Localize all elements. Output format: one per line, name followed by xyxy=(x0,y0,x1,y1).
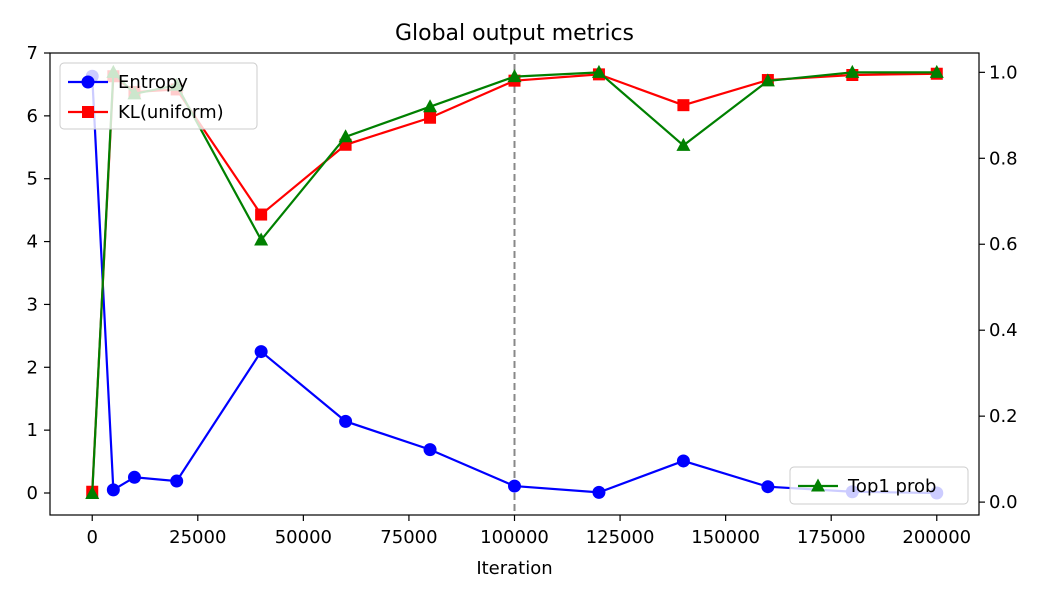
data-point xyxy=(761,480,775,494)
x-tick-label: 25000 xyxy=(169,527,226,548)
y-tick-label-left: 6 xyxy=(27,106,38,127)
x-tick-label: 100000 xyxy=(480,527,549,548)
y-tick-label-left: 0 xyxy=(27,483,38,504)
legend: Entropy KL(uniform) xyxy=(59,62,258,130)
legend-marker xyxy=(811,478,825,492)
y-tick-label-right: 0.0 xyxy=(989,492,1018,513)
data-point xyxy=(254,232,269,246)
legend-marker xyxy=(82,106,94,118)
data-point xyxy=(592,485,606,499)
legend-label: KL(uniform) xyxy=(118,102,224,123)
chart-title: Global output metrics xyxy=(395,21,634,46)
x-axis-title: Iteration xyxy=(476,558,552,579)
data-point xyxy=(677,99,690,112)
data-point xyxy=(85,486,100,500)
data-point xyxy=(929,64,944,78)
data-point xyxy=(255,208,268,221)
data-point xyxy=(760,73,775,87)
data-point xyxy=(508,479,521,493)
legend-label: Top1 prob xyxy=(847,476,936,497)
legend-box xyxy=(789,466,969,505)
y-tick-label-right: 0.6 xyxy=(989,234,1018,255)
x-tick-label: 0 xyxy=(87,527,98,548)
y-tick-label-right: 1.0 xyxy=(989,62,1018,83)
legend-label: Entropy xyxy=(118,72,188,93)
x-tick-label: 150000 xyxy=(691,527,760,548)
legend: Top1 prob xyxy=(789,466,969,505)
data-point xyxy=(338,129,353,143)
legend-box xyxy=(59,62,258,130)
axes-layer: 0 25000 50000 75000 100000 125000 150000 175000… xyxy=(27,43,1018,548)
legend-layer: Entropy KL(uniform) Top1 prob xyxy=(59,62,969,505)
data-point xyxy=(127,470,141,484)
y-tick-label-left: 1 xyxy=(27,420,38,441)
y-tick-label-left: 3 xyxy=(27,294,38,315)
y-tick-label-right: 0.2 xyxy=(989,406,1018,427)
data-point xyxy=(423,443,437,457)
data-point xyxy=(423,99,438,113)
y-tick-label-right: 0.8 xyxy=(989,148,1018,169)
data-point xyxy=(845,64,860,78)
x-tick-label: 175000 xyxy=(797,527,866,548)
data-point xyxy=(170,474,184,488)
y-tick-label-left: 7 xyxy=(27,43,38,64)
data-point xyxy=(424,111,437,124)
data-point xyxy=(254,345,268,359)
data-point xyxy=(676,137,691,151)
y-tick-label-left: 2 xyxy=(27,357,38,378)
y-tick-label-left: 5 xyxy=(27,169,38,190)
data-point xyxy=(591,64,606,78)
data-point xyxy=(676,454,690,468)
data-point xyxy=(507,69,522,83)
data-point xyxy=(339,414,353,428)
x-tick-label: 125000 xyxy=(586,527,655,548)
legend-marker xyxy=(81,75,95,89)
x-tick-label: 200000 xyxy=(902,527,971,548)
data-point xyxy=(106,483,120,497)
y-tick-label-right: 0.4 xyxy=(989,320,1018,341)
x-tick-label: 75000 xyxy=(380,527,437,548)
x-tick-label: 50000 xyxy=(275,527,332,548)
y-tick-label-left: 4 xyxy=(27,232,38,253)
